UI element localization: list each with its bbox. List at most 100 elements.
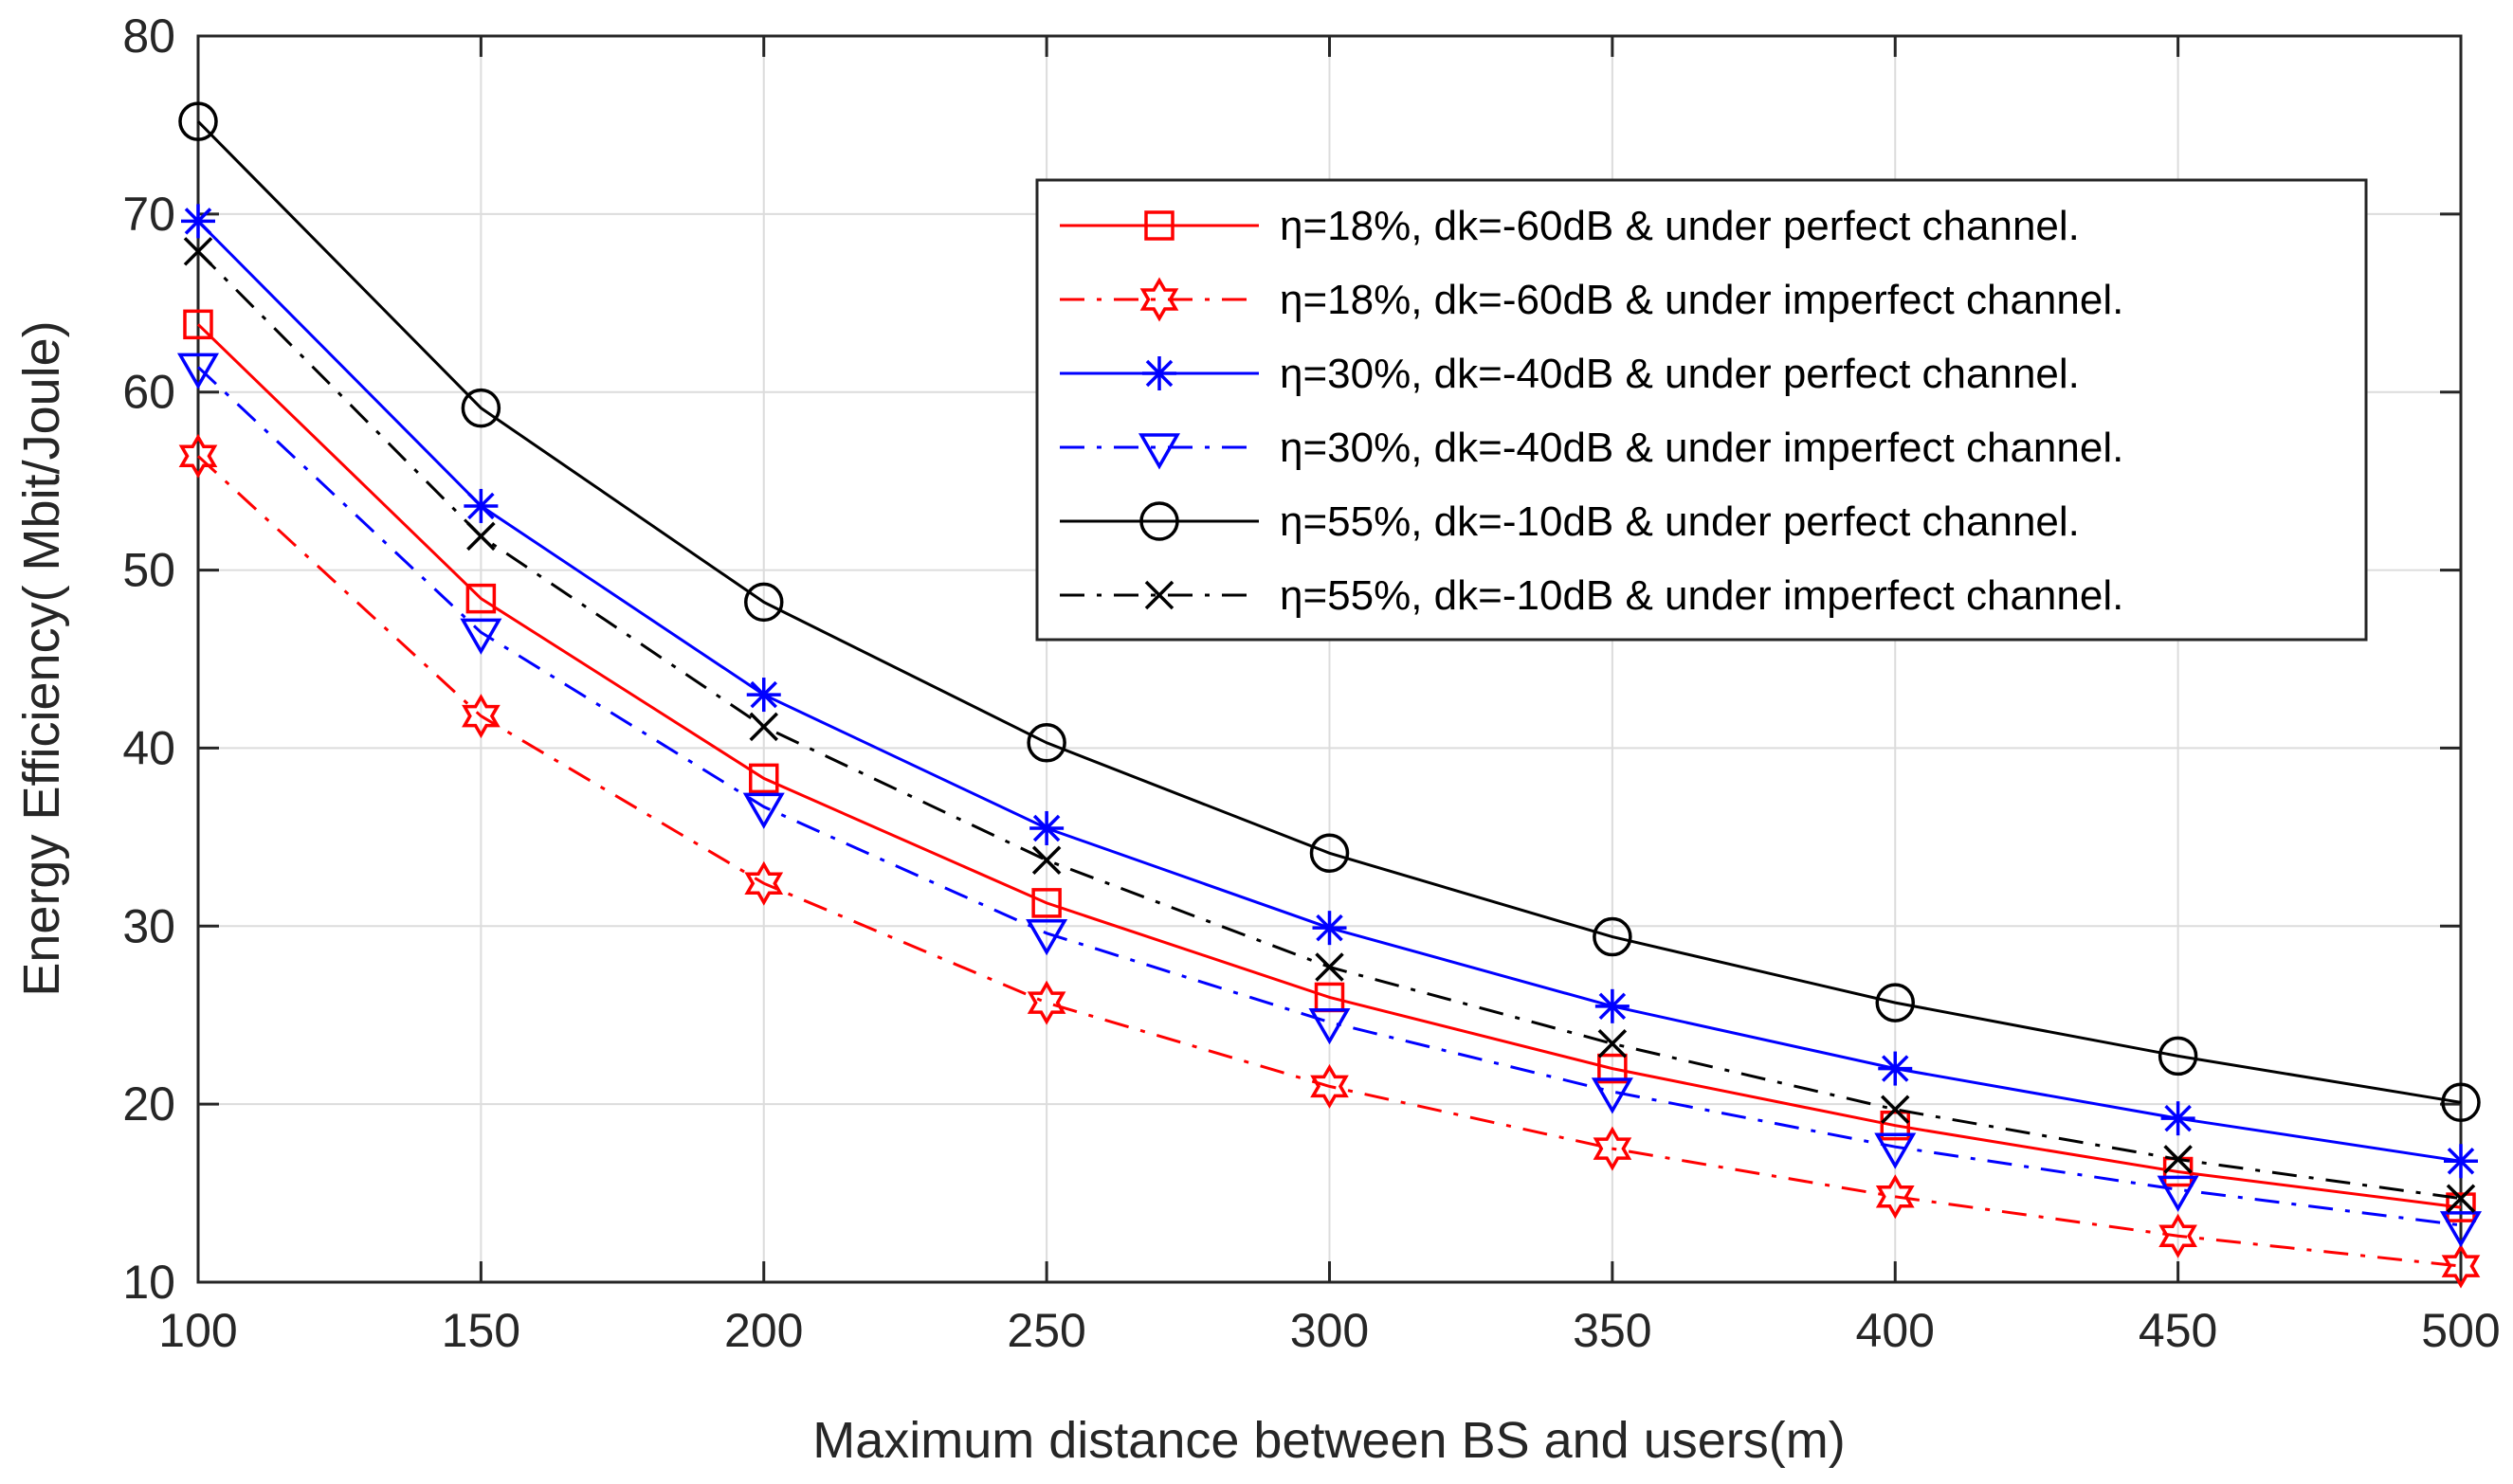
marker-triangle: [2439, 1211, 2483, 1248]
marker-circle: [1875, 983, 1915, 1023]
marker-triangle: [1308, 1007, 1351, 1045]
data-point-circle: [1593, 916, 1632, 957]
data-point-asterisk: [2444, 1144, 2478, 1179]
data-point-x: [2163, 1145, 2193, 1174]
y-tick-label: 20: [122, 1077, 175, 1131]
data-point-circle: [461, 388, 501, 428]
legend-label: η=18%, dk=-60dB & under perfect channel.: [1280, 203, 2080, 249]
legend-label: η=18%, dk=-60dB & under imperfect channe…: [1280, 277, 2123, 323]
marker-triangle: [1138, 433, 1181, 470]
y-tick-label: 70: [122, 188, 175, 241]
marker-circle: [744, 582, 784, 623]
marker-hexagram: [1593, 1126, 1632, 1171]
data-point-square: [183, 309, 213, 340]
marker-square: [1880, 1110, 1910, 1141]
series-line: [196, 455, 2462, 1268]
legend-item: η=30%, dk=-40dB & under imperfect channe…: [1060, 425, 2123, 471]
data-point-triangle-down: [1026, 919, 1068, 956]
data-point-asterisk: [1878, 1051, 1913, 1086]
series-1: [183, 309, 2476, 1222]
x-axis-title: Maximum distance between BS and users(m): [812, 1412, 1845, 1469]
series-line: [196, 366, 2462, 1227]
x-tick-label: 300: [1290, 1304, 1369, 1357]
series-2: [178, 433, 2481, 1289]
marker-triangle: [1026, 919, 1068, 956]
series-4: [176, 353, 2483, 1248]
legend-item: η=55%, dk=-10dB & under imperfect channe…: [1060, 572, 2123, 619]
x-tick-label: 450: [2139, 1304, 2217, 1357]
data-point-hexagram: [1139, 277, 1179, 322]
data-point-x: [183, 237, 213, 266]
marker-circle: [2441, 1082, 2481, 1123]
marker-circle: [1139, 501, 1179, 541]
x-tick-label: 350: [1573, 1304, 1651, 1357]
series-3: [181, 204, 2478, 1179]
x-tick-label: 250: [1007, 1304, 1085, 1357]
data-point-square: [2446, 1192, 2476, 1222]
data-point-square: [1880, 1110, 1910, 1141]
x-tick-label: 400: [1856, 1304, 1935, 1357]
marker-hexagram: [2441, 1243, 2481, 1289]
data-point-square: [749, 763, 779, 794]
data-point-asterisk: [464, 488, 499, 523]
data-point-asterisk: [2160, 1101, 2195, 1136]
marker-hexagram: [462, 694, 501, 739]
marker-triangle: [176, 353, 220, 389]
legend-item: η=55%, dk=-10dB & under perfect channel.: [1060, 498, 2080, 545]
legend-label: η=55%, dk=-10dB & under imperfect channe…: [1280, 572, 2123, 619]
y-tick-label: 40: [122, 721, 175, 774]
data-point-x: [466, 521, 496, 552]
data-point-hexagram: [744, 860, 784, 906]
marker-x-stroke: [2163, 1145, 2193, 1174]
marker-hexagram: [1139, 277, 1179, 322]
marker-x-stroke: [466, 521, 496, 552]
x-tick-label: 500: [2421, 1304, 2500, 1357]
data-point-circle: [178, 101, 218, 141]
legend-item: η=30%, dk=-40dB & under perfect channel.: [1060, 351, 2080, 397]
marker-triangle: [2157, 1175, 2199, 1212]
legend-item: η=18%, dk=-60dB & under perfect channel.: [1060, 203, 2080, 249]
x-tick-label: 100: [158, 1304, 237, 1357]
data-point-asterisk: [746, 678, 781, 713]
marker-hexagram: [2158, 1213, 2197, 1258]
marker-square: [183, 309, 213, 340]
marker-x-stroke: [1144, 580, 1175, 610]
marker-circle: [1309, 833, 1350, 874]
x-tick-label: 200: [724, 1304, 803, 1357]
data-point-x: [1144, 580, 1175, 610]
marker-hexagram: [1875, 1174, 1915, 1220]
series-line: [196, 323, 2462, 1209]
data-point-triangle-down: [2439, 1211, 2483, 1248]
marker-x-stroke: [1031, 845, 1062, 876]
data-point-x: [2446, 1184, 2476, 1213]
data-point-square: [465, 583, 497, 614]
series-group: [176, 101, 2483, 1289]
marker-square: [1597, 1053, 1628, 1084]
series-5: [178, 101, 2481, 1123]
marker-x-stroke: [1597, 1029, 1628, 1059]
data-point-x: [1881, 1095, 1910, 1125]
data-point-triangle-down: [176, 353, 220, 389]
legend-label: η=30%, dk=-40dB & under imperfect channe…: [1280, 425, 2123, 471]
marker-x-stroke: [183, 237, 213, 266]
marker-x-stroke: [1881, 1095, 1910, 1125]
data-point-hexagram: [462, 694, 501, 739]
marker-hexagram: [744, 860, 784, 906]
x-tick-label: 150: [442, 1304, 520, 1357]
marker-triangle: [460, 618, 502, 655]
data-point-triangle-down: [460, 618, 502, 655]
y-tick-label: 60: [122, 366, 175, 419]
data-point-hexagram: [1310, 1063, 1349, 1109]
marker-x-stroke: [2446, 1184, 2476, 1213]
marker-circle: [461, 388, 501, 428]
data-point-square: [1031, 888, 1062, 918]
marker-hexagram: [1310, 1063, 1349, 1109]
data-point-asterisk: [1312, 911, 1347, 946]
marker-hexagram: [178, 433, 218, 479]
data-point-circle: [744, 582, 784, 623]
marker-square: [1031, 888, 1062, 918]
series-line: [196, 120, 2462, 1104]
marker-x-stroke: [1315, 952, 1344, 982]
legend-label: η=55%, dk=-10dB & under perfect channel.: [1280, 498, 2080, 545]
marker-circle: [1027, 723, 1066, 763]
